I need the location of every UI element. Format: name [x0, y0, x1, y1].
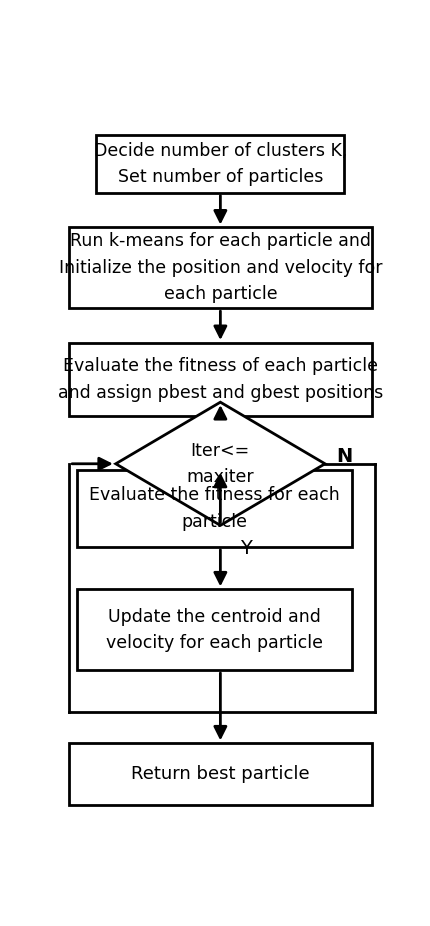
FancyBboxPatch shape [69, 744, 372, 805]
Polygon shape [116, 402, 325, 525]
Text: Evaluate the fitness for each
particle: Evaluate the fitness for each particle [89, 486, 340, 531]
Text: N: N [336, 446, 353, 466]
FancyBboxPatch shape [96, 135, 344, 193]
FancyBboxPatch shape [69, 228, 372, 308]
Text: Iter<=
maxiter: Iter<= maxiter [187, 442, 254, 486]
FancyBboxPatch shape [77, 589, 352, 670]
Text: Update the centroid and
velocity for each particle: Update the centroid and velocity for eac… [106, 607, 323, 652]
Text: Evaluate the fitness of each particle
and assign pbest and gbest positions: Evaluate the fitness of each particle an… [58, 357, 383, 402]
Text: Run k-means for each particle and
Initialize the position and velocity for
each : Run k-means for each particle and Initia… [58, 232, 382, 303]
Text: Y: Y [240, 539, 252, 558]
Text: Decide number of clusters K,
Set number of particles: Decide number of clusters K, Set number … [94, 142, 347, 186]
Text: Return best particle: Return best particle [131, 765, 310, 783]
FancyBboxPatch shape [77, 469, 352, 547]
FancyBboxPatch shape [69, 343, 372, 416]
